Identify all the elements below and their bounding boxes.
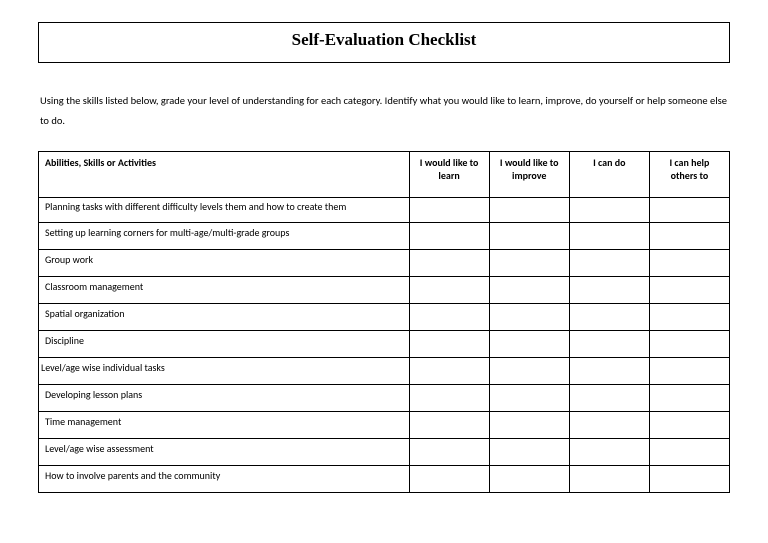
check-cell[interactable] xyxy=(409,223,489,250)
skill-cell: Setting up learning corners for multi-ag… xyxy=(39,223,410,250)
check-cell[interactable] xyxy=(569,331,649,358)
check-cell[interactable] xyxy=(489,277,569,304)
col-header-learn: I would like to learn xyxy=(409,151,489,197)
check-cell[interactable] xyxy=(489,250,569,277)
check-cell[interactable] xyxy=(409,385,489,412)
table-row: Setting up learning corners for multi-ag… xyxy=(39,223,730,250)
col-header-skill: Abilities, Skills or Activities xyxy=(39,151,410,197)
check-cell[interactable] xyxy=(649,223,729,250)
skill-cell: Time management xyxy=(39,412,410,439)
check-cell[interactable] xyxy=(489,358,569,385)
table-row: Planning tasks with different difficulty… xyxy=(39,197,730,223)
check-cell[interactable] xyxy=(409,331,489,358)
check-cell[interactable] xyxy=(569,250,649,277)
page-title: Self-Evaluation Checklist xyxy=(38,22,730,63)
check-cell[interactable] xyxy=(489,223,569,250)
checklist-table: Abilities, Skills or Activities I would … xyxy=(38,151,730,494)
check-cell[interactable] xyxy=(569,304,649,331)
check-cell[interactable] xyxy=(649,331,729,358)
check-cell[interactable] xyxy=(409,304,489,331)
check-cell[interactable] xyxy=(649,439,729,466)
check-cell[interactable] xyxy=(569,358,649,385)
instructions-text: Using the skills listed below, grade you… xyxy=(38,91,730,131)
skill-cell: How to involve parents and the community xyxy=(39,466,410,493)
check-cell[interactable] xyxy=(489,197,569,223)
check-cell[interactable] xyxy=(409,277,489,304)
table-row: Group work xyxy=(39,250,730,277)
check-cell[interactable] xyxy=(489,412,569,439)
check-cell[interactable] xyxy=(569,466,649,493)
table-row: Classroom management xyxy=(39,277,730,304)
table-row: Level/age wise assessment xyxy=(39,439,730,466)
check-cell[interactable] xyxy=(569,277,649,304)
check-cell[interactable] xyxy=(569,385,649,412)
skill-cell: Classroom management xyxy=(39,277,410,304)
check-cell[interactable] xyxy=(649,197,729,223)
check-cell[interactable] xyxy=(569,223,649,250)
check-cell[interactable] xyxy=(649,358,729,385)
table-row: Developing lesson plans xyxy=(39,385,730,412)
check-cell[interactable] xyxy=(489,466,569,493)
table-row: Level/age wise individual tasks xyxy=(39,358,730,385)
col-header-improve: I would like to improve xyxy=(489,151,569,197)
skill-cell: Discipline xyxy=(39,331,410,358)
check-cell[interactable] xyxy=(649,277,729,304)
check-cell[interactable] xyxy=(649,412,729,439)
check-cell[interactable] xyxy=(409,250,489,277)
check-cell[interactable] xyxy=(649,385,729,412)
check-cell[interactable] xyxy=(569,439,649,466)
col-header-help: I can help others to xyxy=(649,151,729,197)
skill-cell: Level/age wise individual tasks xyxy=(39,358,410,385)
check-cell[interactable] xyxy=(569,412,649,439)
table-row: Spatial organization xyxy=(39,304,730,331)
table-row: How to involve parents and the community xyxy=(39,466,730,493)
check-cell[interactable] xyxy=(489,304,569,331)
check-cell[interactable] xyxy=(649,250,729,277)
check-cell[interactable] xyxy=(649,304,729,331)
check-cell[interactable] xyxy=(489,385,569,412)
skill-cell: Planning tasks with different difficulty… xyxy=(39,197,410,223)
check-cell[interactable] xyxy=(409,197,489,223)
col-header-cando: I can do xyxy=(569,151,649,197)
skill-cell: Spatial organization xyxy=(39,304,410,331)
table-row: Time management xyxy=(39,412,730,439)
table-row: Discipline xyxy=(39,331,730,358)
check-cell[interactable] xyxy=(409,412,489,439)
check-cell[interactable] xyxy=(489,331,569,358)
check-cell[interactable] xyxy=(569,197,649,223)
check-cell[interactable] xyxy=(409,439,489,466)
check-cell[interactable] xyxy=(489,439,569,466)
skill-cell: Developing lesson plans xyxy=(39,385,410,412)
check-cell[interactable] xyxy=(409,358,489,385)
table-header-row: Abilities, Skills or Activities I would … xyxy=(39,151,730,197)
skill-cell: Group work xyxy=(39,250,410,277)
check-cell[interactable] xyxy=(649,466,729,493)
check-cell[interactable] xyxy=(409,466,489,493)
skill-cell: Level/age wise assessment xyxy=(39,439,410,466)
